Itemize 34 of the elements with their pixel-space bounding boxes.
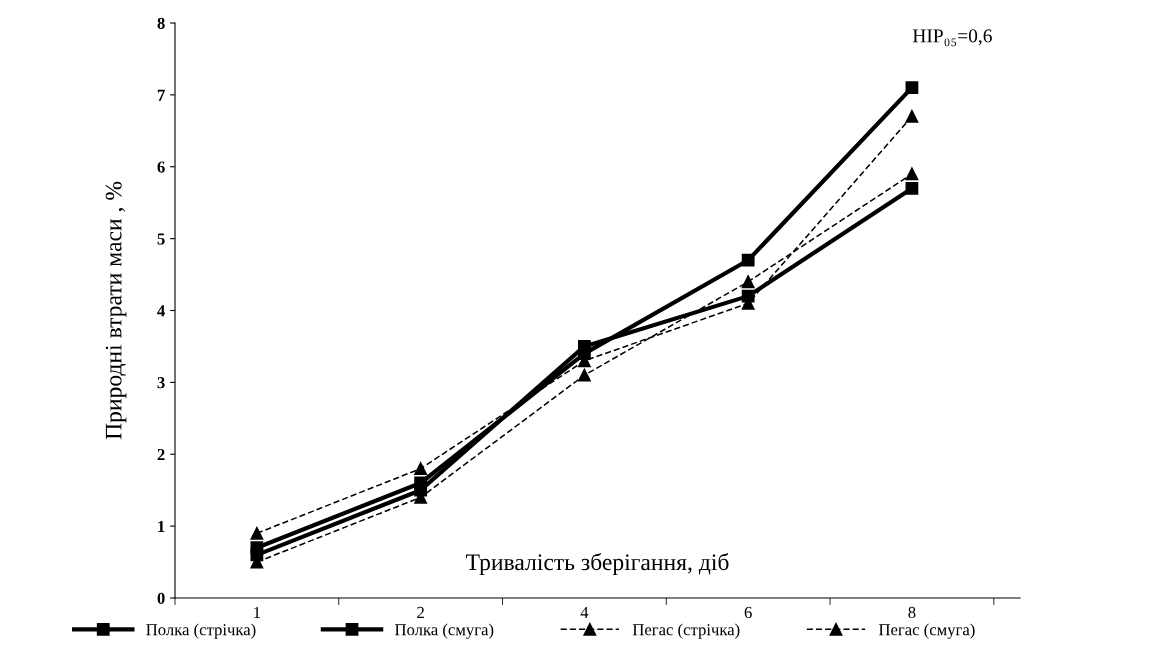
x-tick-label: 4	[580, 606, 589, 618]
point	[741, 275, 755, 289]
legend-label: Полка (смуга)	[395, 623, 494, 639]
x-axis-title: Тривалість зберігання, діб	[466, 553, 729, 575]
point	[741, 253, 755, 267]
y-tick-label: 4	[157, 305, 165, 317]
point	[250, 526, 264, 540]
x-tick-label: 6	[744, 606, 752, 619]
legend-label: Пегас (смуга)	[878, 623, 975, 639]
y-tick-label: 7	[157, 89, 165, 101]
legend-label: Пегас (стрічка)	[632, 623, 740, 639]
y-tick-label: 0	[157, 592, 165, 604]
point	[414, 462, 428, 476]
annotation: НІР₀₅=0,6	[912, 29, 992, 47]
point	[905, 181, 919, 195]
point	[741, 289, 755, 303]
y-tick-label: 8	[157, 17, 165, 29]
y-tick-label: 6	[157, 161, 165, 173]
y-tick-label: 5	[157, 233, 165, 245]
point	[905, 167, 919, 181]
x-tick-label: 2	[417, 606, 424, 618]
point	[905, 81, 919, 95]
y-tick-label: 3	[157, 377, 165, 389]
y-axis-title: Природні втрати маси , %	[105, 181, 127, 440]
point	[250, 541, 264, 555]
point	[578, 368, 591, 382]
point	[414, 476, 428, 490]
y-tick-label: 2	[157, 449, 165, 461]
y-tick-label: 1	[158, 520, 165, 532]
point	[905, 110, 919, 123]
point	[578, 347, 591, 361]
legend-label: Полка (стрічка)	[146, 623, 256, 639]
x-tick-label: 1	[254, 606, 261, 618]
x-tick-label: 8	[908, 606, 916, 619]
